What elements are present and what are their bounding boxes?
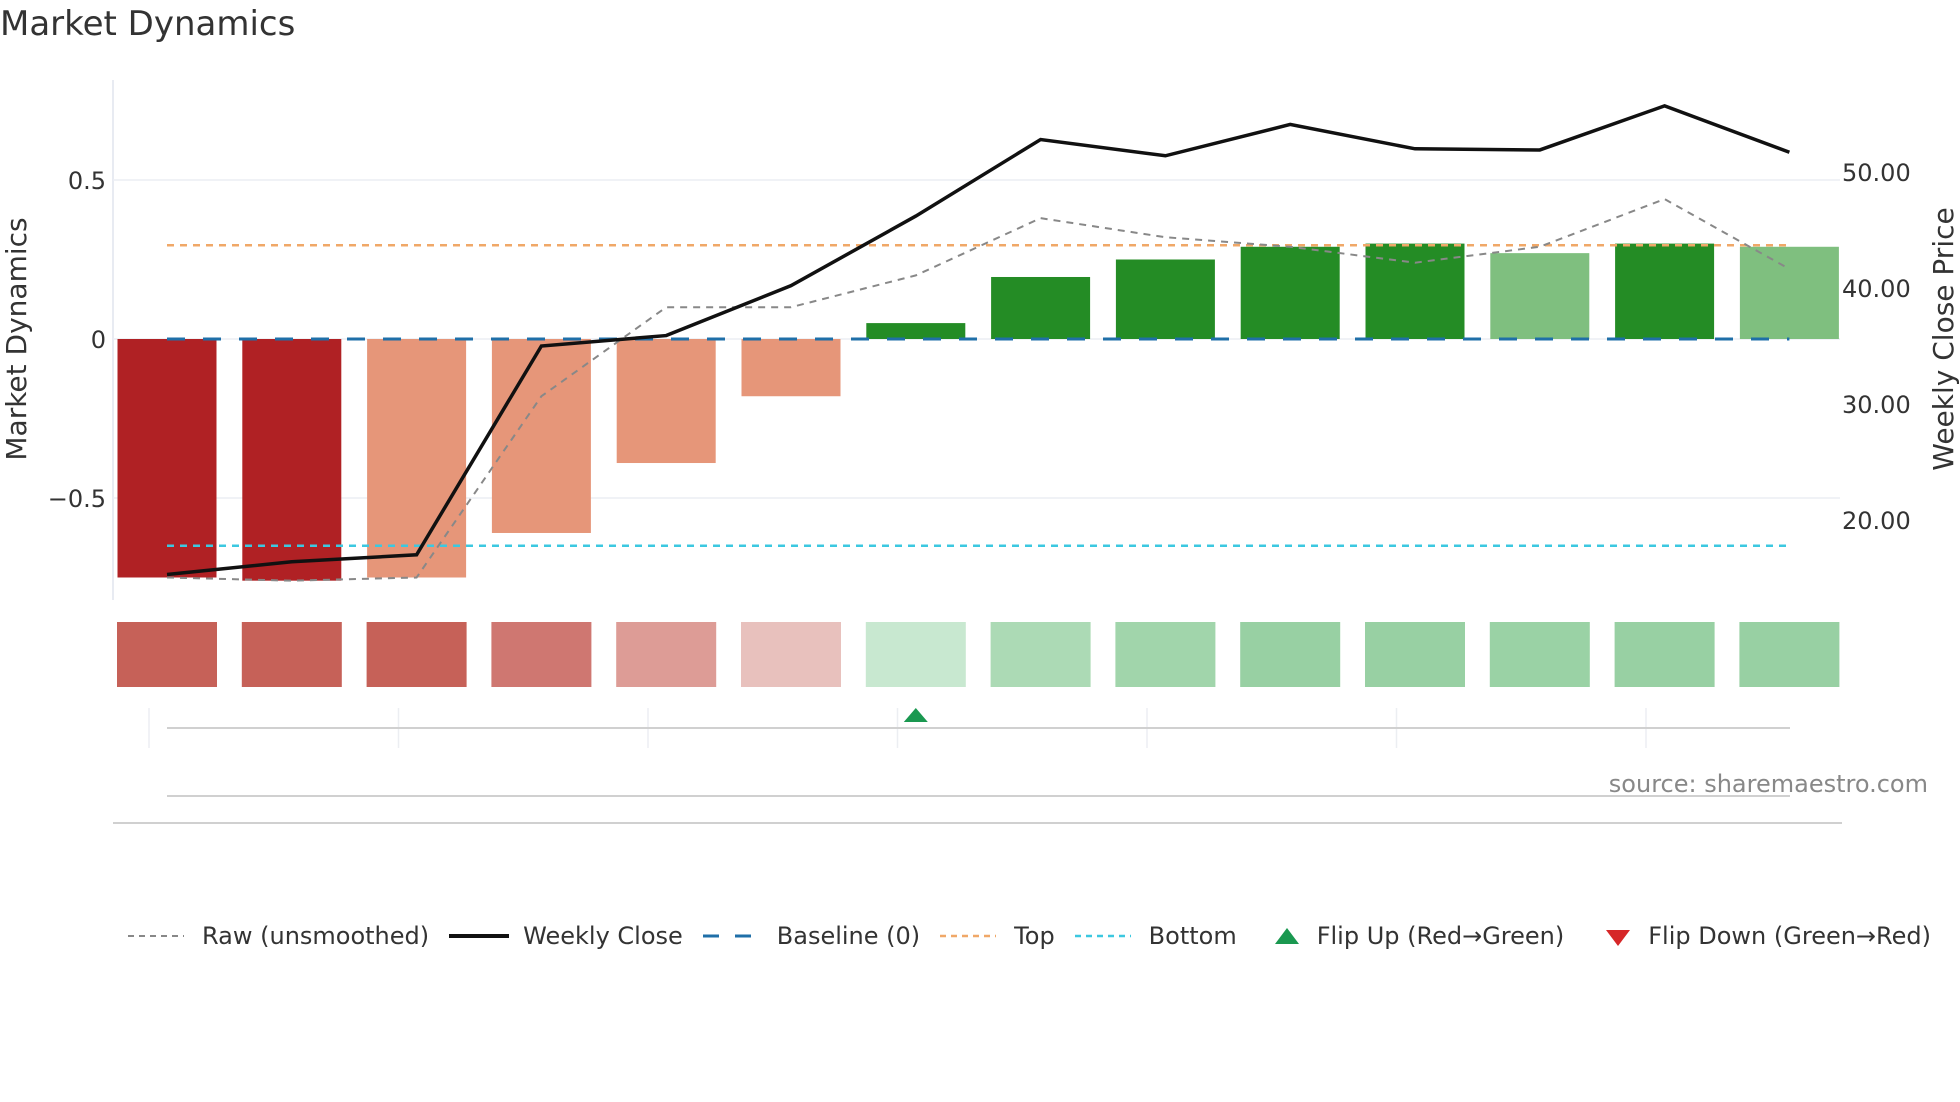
strip-cell bbox=[990, 622, 1091, 687]
legend-label: Flip Down (Green→Red) bbox=[1648, 922, 1931, 950]
bar bbox=[616, 339, 716, 464]
baseline-swatch-icon bbox=[702, 934, 759, 938]
bar bbox=[1739, 246, 1839, 339]
bar bbox=[741, 339, 841, 397]
y-tick-label: −0.5 bbox=[48, 485, 106, 513]
y2-tick-label: 20.00 bbox=[1842, 507, 1911, 535]
strip-cell bbox=[366, 622, 467, 687]
bar bbox=[991, 276, 1091, 339]
strip-cell bbox=[1739, 622, 1840, 687]
legend-item-flip-up[interactable]: Flip Up (Red→Green) bbox=[1271, 922, 1565, 950]
chart-title: Market Dynamics bbox=[0, 4, 296, 44]
flip-up-marker bbox=[903, 708, 928, 722]
strip-cell bbox=[865, 622, 966, 687]
y-tick-label: 0 bbox=[91, 326, 106, 354]
weekly-close-swatch-icon bbox=[449, 934, 510, 938]
y2-tick-label: 50.00 bbox=[1842, 159, 1911, 187]
bar bbox=[866, 323, 966, 339]
strip-cell bbox=[1115, 622, 1216, 687]
bar bbox=[1240, 246, 1340, 339]
bottom-swatch-icon bbox=[1074, 934, 1131, 938]
legend-item-flip-down[interactable]: Flip Down (Green→Red) bbox=[1602, 922, 1931, 950]
top-swatch-icon bbox=[940, 934, 997, 938]
bar bbox=[1115, 259, 1215, 339]
bar bbox=[367, 339, 467, 578]
y-axis-label: Market Dynamics bbox=[0, 217, 33, 460]
weekly-close-line bbox=[166, 104, 1791, 577]
legend-item-bottom[interactable]: Bottom bbox=[1074, 922, 1237, 950]
strip-cell bbox=[616, 622, 717, 687]
strip-cell bbox=[491, 622, 592, 687]
bar bbox=[117, 339, 217, 578]
strip-cell bbox=[241, 622, 342, 687]
strip-cell bbox=[1614, 622, 1715, 687]
legend: Raw (unsmoothed) Weekly Close Baseline (0)… bbox=[128, 922, 1951, 950]
legend-label: Weekly Close bbox=[523, 922, 683, 950]
legend-item-weekly-close[interactable]: Weekly Close bbox=[449, 922, 683, 950]
legend-label: Baseline (0) bbox=[776, 922, 921, 950]
source-label: source: sharemaestro.com bbox=[1608, 770, 1928, 798]
strip-cell bbox=[741, 622, 841, 687]
strip-cell bbox=[1489, 622, 1590, 687]
raw-swatch-icon bbox=[128, 935, 184, 937]
legend-label: Top bbox=[1014, 922, 1055, 950]
legend-item-top[interactable]: Top bbox=[940, 922, 1055, 950]
y2-axis-label: Weekly Close Price bbox=[1927, 207, 1960, 470]
legend-item-raw[interactable]: Raw (unsmoothed) bbox=[128, 922, 429, 950]
flip-up-swatch-icon bbox=[1274, 928, 1299, 944]
strip-cell bbox=[1240, 622, 1341, 687]
bar bbox=[242, 339, 342, 581]
legend-label: Flip Up (Red→Green) bbox=[1316, 922, 1565, 950]
legend-label: Raw (unsmoothed) bbox=[202, 922, 430, 950]
legend-label: Bottom bbox=[1148, 922, 1237, 950]
y2-tick-label: 30.00 bbox=[1842, 391, 1911, 419]
y2-tick-label: 40.00 bbox=[1842, 275, 1911, 303]
strip-cell bbox=[117, 622, 217, 687]
strip-cell bbox=[1365, 622, 1465, 687]
legend-item-baseline[interactable]: Baseline (0) bbox=[702, 922, 921, 950]
bar bbox=[1615, 243, 1715, 339]
bar bbox=[491, 339, 591, 533]
raw-line bbox=[166, 197, 1790, 582]
bar bbox=[1365, 243, 1465, 339]
bar bbox=[1490, 253, 1590, 339]
flip-down-swatch-icon bbox=[1606, 930, 1631, 946]
y-tick-label: 0.5 bbox=[68, 167, 106, 195]
